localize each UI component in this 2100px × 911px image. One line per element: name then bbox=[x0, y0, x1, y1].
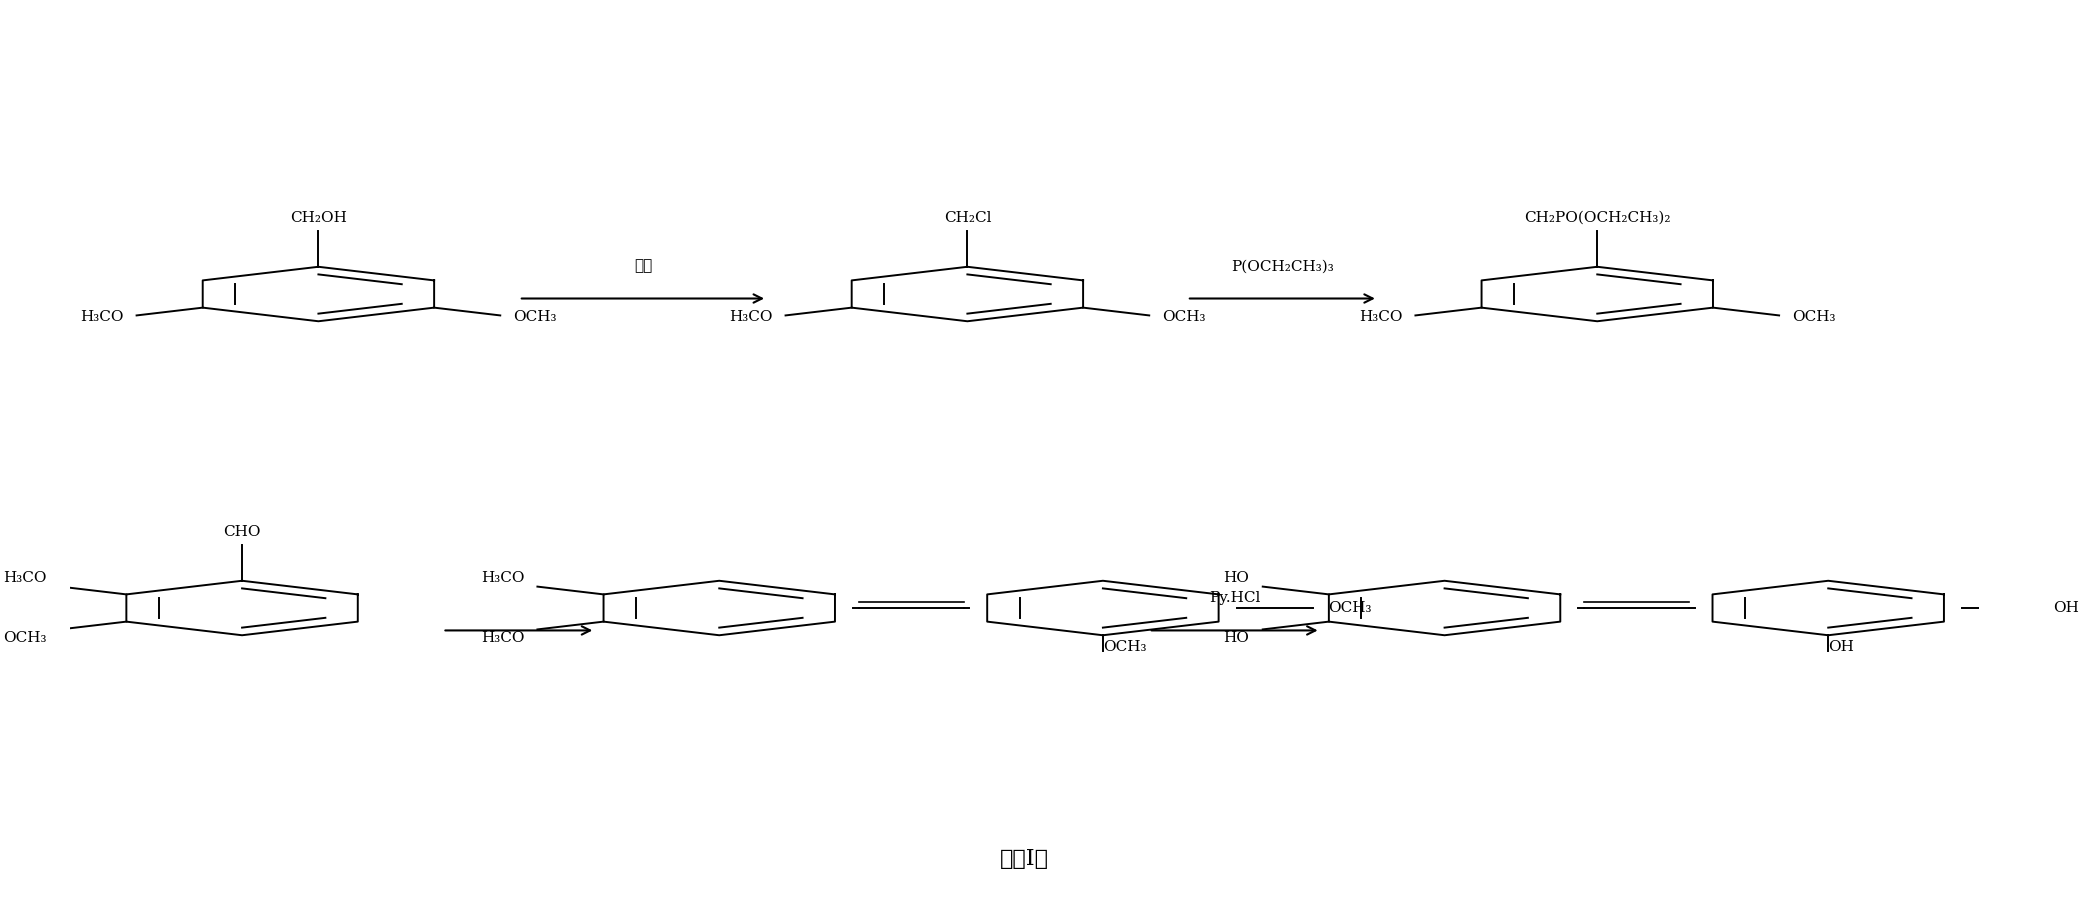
Text: H₃CO: H₃CO bbox=[4, 571, 46, 585]
Text: H₃CO: H₃CO bbox=[481, 571, 525, 585]
Text: OCH₃: OCH₃ bbox=[1791, 310, 1835, 324]
Text: OCH₃: OCH₃ bbox=[1163, 310, 1205, 324]
Text: H₃CO: H₃CO bbox=[729, 310, 773, 324]
Text: CHO: CHO bbox=[223, 525, 260, 538]
Text: H₃CO: H₃CO bbox=[80, 310, 124, 324]
Text: HO: HO bbox=[1224, 571, 1250, 585]
Text: HO: HO bbox=[1224, 631, 1250, 645]
Text: OCH₃: OCH₃ bbox=[514, 310, 556, 324]
Text: H₃CO: H₃CO bbox=[481, 631, 525, 645]
Text: OH: OH bbox=[1829, 640, 1854, 654]
Text: CH₂OH: CH₂OH bbox=[290, 210, 346, 225]
Text: OCH₃: OCH₃ bbox=[1102, 640, 1147, 654]
Text: OCH₃: OCH₃ bbox=[1327, 601, 1371, 615]
Text: CH₂Cl: CH₂Cl bbox=[943, 210, 991, 225]
Text: 氯代: 氯代 bbox=[634, 260, 651, 273]
Text: Py.HCl: Py.HCl bbox=[1210, 591, 1260, 605]
Text: H₃CO: H₃CO bbox=[1359, 310, 1403, 324]
Text: CH₂PO(OCH₂CH₃)₂: CH₂PO(OCH₂CH₃)₂ bbox=[1525, 210, 1670, 225]
Text: P(OCH₂CH₃)₃: P(OCH₂CH₃)₃ bbox=[1231, 260, 1334, 273]
Text: 式（I）: 式（I） bbox=[1000, 848, 1050, 870]
Text: OH: OH bbox=[2054, 601, 2079, 615]
Text: OCH₃: OCH₃ bbox=[4, 631, 46, 645]
